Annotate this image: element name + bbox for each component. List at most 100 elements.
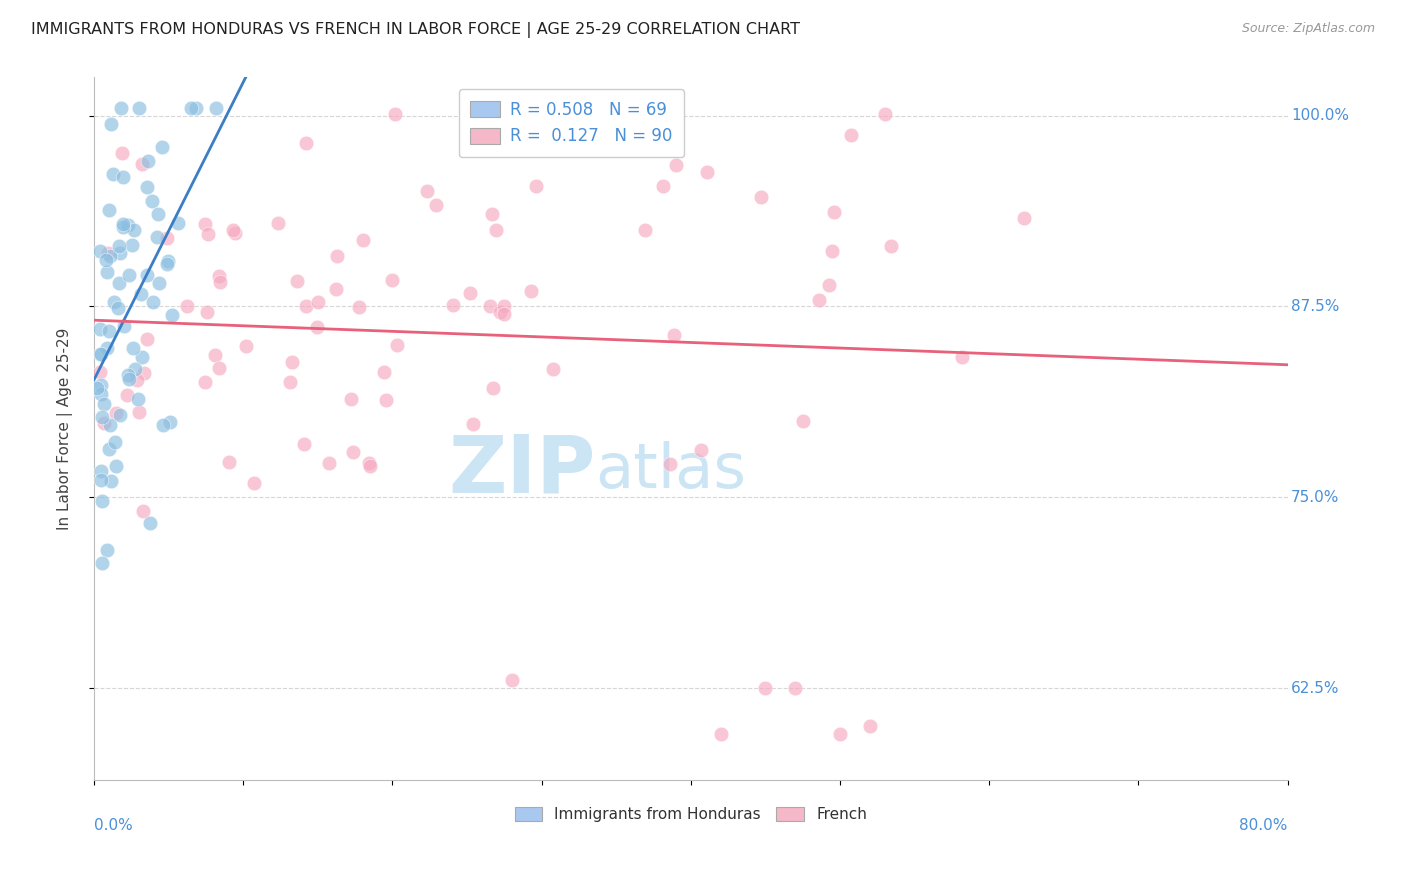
Point <box>194 217 217 231</box>
Point <box>307 294 329 309</box>
Point <box>112 218 135 232</box>
Point <box>148 276 170 290</box>
Point <box>90 387 112 401</box>
Point <box>839 128 862 143</box>
Point <box>482 381 505 395</box>
Point <box>205 101 228 115</box>
Point <box>89 365 111 379</box>
Point <box>96 543 118 558</box>
Point <box>325 282 347 296</box>
Point <box>122 223 145 237</box>
Point <box>156 257 179 271</box>
Point <box>221 222 243 236</box>
Point <box>90 474 112 488</box>
Point <box>194 375 217 389</box>
Point <box>381 273 404 287</box>
Point <box>689 442 711 457</box>
Point <box>195 305 218 319</box>
Point <box>135 268 157 282</box>
Point <box>785 681 807 695</box>
Point <box>129 287 152 301</box>
Point <box>128 405 150 419</box>
Point <box>97 324 120 338</box>
Point <box>749 189 772 203</box>
Point <box>285 274 308 288</box>
Point <box>145 229 167 244</box>
Point <box>859 719 882 733</box>
Point <box>121 238 143 252</box>
Point <box>105 406 128 420</box>
Point <box>425 197 447 211</box>
Point <box>710 727 733 741</box>
Point <box>108 245 131 260</box>
Point <box>588 106 610 120</box>
Point <box>416 184 439 198</box>
Point <box>97 245 120 260</box>
Point <box>117 368 139 383</box>
Point <box>696 165 718 179</box>
Point <box>108 277 131 291</box>
Point <box>208 361 231 376</box>
Point <box>359 458 381 473</box>
Point <box>352 233 374 247</box>
Point <box>375 392 398 407</box>
Point <box>821 244 844 259</box>
Text: 75.0%: 75.0% <box>1291 490 1340 505</box>
Point <box>141 194 163 208</box>
Point <box>98 417 121 432</box>
Point <box>224 226 246 240</box>
Point <box>93 417 115 431</box>
Point <box>86 381 108 395</box>
Point <box>828 727 851 741</box>
Point <box>166 216 188 230</box>
Point <box>98 202 121 217</box>
Point <box>98 249 121 263</box>
Text: ZIP: ZIP <box>449 432 595 509</box>
Point <box>108 239 131 253</box>
Text: atlas: atlas <box>595 441 747 500</box>
Point <box>136 179 159 194</box>
Point <box>318 457 340 471</box>
Point <box>180 101 202 115</box>
Point <box>524 179 547 194</box>
Point <box>103 435 125 450</box>
Point <box>112 169 135 184</box>
Point <box>485 222 508 236</box>
Legend: Immigrants from Honduras, French: Immigrants from Honduras, French <box>509 800 873 828</box>
Point <box>808 293 831 307</box>
Point <box>235 339 257 353</box>
Point <box>150 139 173 153</box>
Point <box>146 207 169 221</box>
Y-axis label: In Labor Force | Age 25-29: In Labor Force | Age 25-29 <box>58 327 73 530</box>
Point <box>103 295 125 310</box>
Point <box>89 322 111 336</box>
Point <box>131 157 153 171</box>
Point <box>294 136 316 150</box>
Point <box>105 459 128 474</box>
Point <box>373 364 395 378</box>
Point <box>873 107 896 121</box>
Point <box>157 254 180 268</box>
Point <box>662 328 685 343</box>
Point <box>492 299 515 313</box>
Text: Source: ZipAtlas.com: Source: ZipAtlas.com <box>1241 22 1375 36</box>
Point <box>90 378 112 392</box>
Point <box>94 253 117 268</box>
Point <box>204 348 226 362</box>
Point <box>950 350 973 364</box>
Point <box>458 285 481 300</box>
Point <box>112 319 135 334</box>
Point <box>93 397 115 411</box>
Text: IMMIGRANTS FROM HONDURAS VS FRENCH IN LABOR FORCE | AGE 25-29 CORRELATION CHART: IMMIGRANTS FROM HONDURAS VS FRENCH IN LA… <box>31 22 800 38</box>
Point <box>136 153 159 168</box>
Point <box>489 304 512 318</box>
Point <box>792 414 814 428</box>
Point <box>520 285 543 299</box>
Text: 0.0%: 0.0% <box>94 818 132 833</box>
Point <box>267 216 290 230</box>
Point <box>117 218 139 232</box>
Point <box>162 308 184 322</box>
Point <box>281 354 304 368</box>
Point <box>139 516 162 531</box>
Point <box>90 556 112 570</box>
